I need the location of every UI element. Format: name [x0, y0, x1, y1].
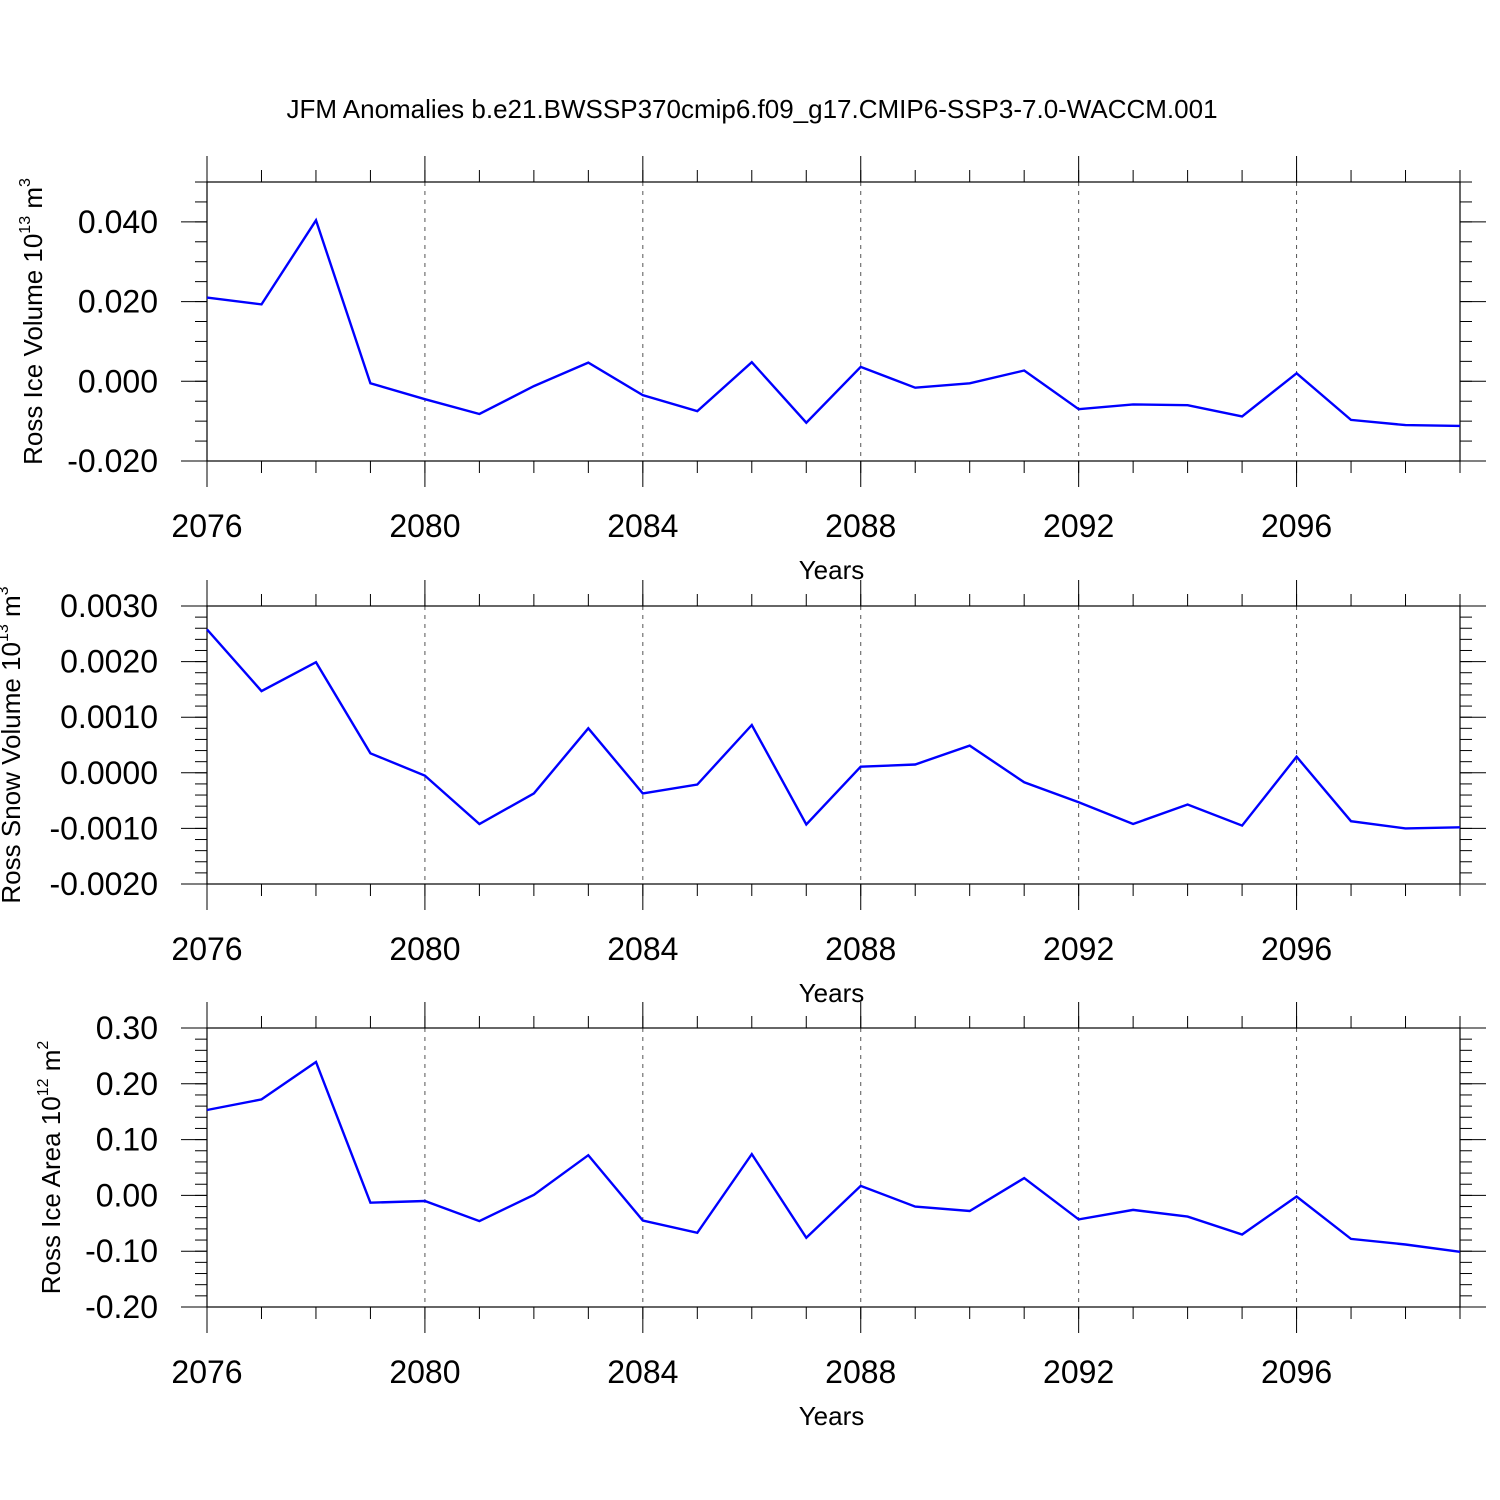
- x-tick-label: 2076: [171, 508, 242, 544]
- x-tick-label: 2088: [825, 1354, 896, 1390]
- x-tick-label: 2080: [389, 1354, 460, 1390]
- y-axis-label-superscript: 3: [0, 586, 12, 595]
- y-tick-label: -0.0020: [49, 866, 158, 902]
- y-tick-label: 0.20: [96, 1066, 158, 1102]
- x-tick-label: 2076: [171, 931, 242, 967]
- y-tick-label: 0.0000: [60, 755, 158, 791]
- x-tick-label: 2096: [1261, 508, 1332, 544]
- y-tick-label: -0.20: [85, 1289, 158, 1325]
- x-tick-label: 2088: [825, 931, 896, 967]
- x-tick-label: 2092: [1043, 1354, 1114, 1390]
- y-axis-label-superscript: 13: [0, 624, 12, 642]
- x-tick-label: 2084: [607, 931, 678, 967]
- y-axis-label-part: Ross Ice Volume 10: [18, 234, 48, 465]
- plot-frame: [206, 1027, 1461, 1308]
- y-axis-label-part: Ross Ice Area 10: [36, 1096, 66, 1294]
- y-tick-label: 0.040: [78, 204, 158, 240]
- y-axis-label-part: m: [18, 187, 48, 216]
- x-axis-label: Years: [799, 978, 865, 1008]
- y-axis-label: Ross Ice Area 1012 m2: [35, 1041, 66, 1295]
- y-tick-label: 0.000: [78, 363, 158, 399]
- series-line: [206, 217, 1461, 428]
- y-tick-label: 0.00: [96, 1177, 158, 1213]
- x-tick-label: 2084: [607, 508, 678, 544]
- chart-panel-2: 2076 2080 2084 2088 2092 2096 -0.0020 -0.0010 0.…: [0, 580, 1486, 1008]
- x-tick-label: 2092: [1043, 508, 1114, 544]
- figure-title: JFM Anomalies b.e21.BWSSP370cmip6.f09_g1…: [286, 94, 1217, 124]
- x-axis-label: Years: [799, 1401, 865, 1431]
- x-tick-label: 2076: [171, 1354, 242, 1390]
- y-axis-label: Ross Snow Volume 1013 m3: [0, 586, 26, 903]
- y-tick-label: 0.0010: [60, 699, 158, 735]
- x-tick-label: 2080: [389, 931, 460, 967]
- y-axis-label-part: Ross Snow Volume 10: [0, 642, 26, 904]
- x-tick-label: 2080: [389, 508, 460, 544]
- y-axis-label: Ross Ice Volume 1013 m3: [17, 178, 48, 465]
- y-tick-label: -0.020: [67, 443, 158, 479]
- y-axis-label-superscript: 13: [17, 216, 34, 234]
- y-axis-label-superscript: 12: [35, 1078, 52, 1096]
- x-tick-label: 2092: [1043, 931, 1114, 967]
- y-tick-label: 0.0030: [60, 588, 158, 624]
- series-line: [206, 1060, 1461, 1253]
- y-tick-label: -0.10: [85, 1233, 158, 1269]
- y-axis-label-superscript: 3: [17, 178, 34, 187]
- y-axis-label-part: m: [0, 595, 26, 624]
- x-tick-label: 2096: [1261, 931, 1332, 967]
- y-axis-label-part: m: [36, 1050, 66, 1079]
- chart-panel-1: 2076 2080 2084 2088 2092 2096 -0.020 0.000 0.020…: [17, 156, 1486, 585]
- y-tick-label: 0.30: [96, 1010, 158, 1046]
- x-tick-label: 2084: [607, 1354, 678, 1390]
- y-tick-label: 0.10: [96, 1122, 158, 1158]
- x-tick-label: 2096: [1261, 1354, 1332, 1390]
- series-line: [206, 628, 1461, 830]
- plot-frame: [206, 605, 1461, 885]
- y-tick-label: 0.0020: [60, 644, 158, 680]
- y-axis-label-superscript: 2: [35, 1041, 52, 1050]
- x-tick-label: 2088: [825, 508, 896, 544]
- y-tick-label: -0.0010: [49, 810, 158, 846]
- chart-panel-3: 2076 2080 2084 2088 2092 2096 -0.20 -0.10 0.00 0.…: [35, 1002, 1486, 1431]
- x-axis-label: Years: [799, 555, 865, 585]
- y-tick-label: 0.020: [78, 284, 158, 320]
